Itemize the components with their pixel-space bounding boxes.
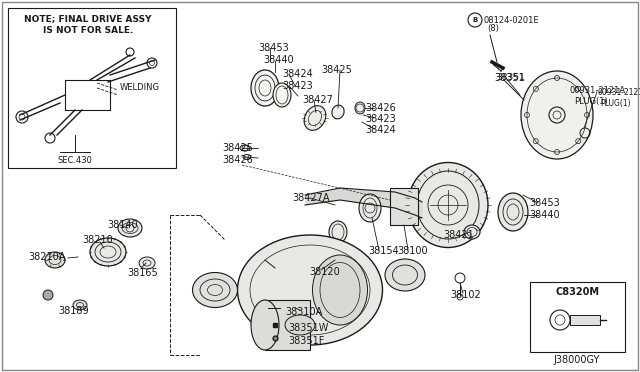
- Text: 38440: 38440: [529, 210, 559, 220]
- Text: 38425: 38425: [222, 143, 253, 153]
- Ellipse shape: [285, 315, 315, 335]
- Bar: [530, 282, 625, 352]
- Text: 38453: 38453: [258, 43, 289, 53]
- Text: 38426: 38426: [222, 155, 253, 165]
- Text: 38154: 38154: [368, 246, 399, 256]
- Bar: [8, 8, 176, 168]
- Text: 38120: 38120: [309, 267, 340, 277]
- Text: 38424: 38424: [365, 125, 396, 135]
- Text: 38351W: 38351W: [288, 323, 328, 333]
- Text: 38425: 38425: [321, 65, 352, 75]
- Ellipse shape: [237, 235, 383, 345]
- Text: 38102: 38102: [450, 290, 481, 300]
- Text: PLUG(1): PLUG(1): [600, 99, 630, 108]
- Text: 38140: 38140: [107, 220, 138, 230]
- Ellipse shape: [332, 105, 344, 119]
- Text: 38165: 38165: [127, 268, 157, 278]
- Text: NOTE; FINAL DRIVE ASSY: NOTE; FINAL DRIVE ASSY: [24, 14, 152, 23]
- Ellipse shape: [45, 252, 65, 268]
- Ellipse shape: [73, 300, 87, 310]
- Ellipse shape: [251, 70, 279, 106]
- Text: 38426: 38426: [365, 103, 396, 113]
- Text: (8): (8): [487, 24, 499, 33]
- Text: 38310A: 38310A: [285, 307, 323, 317]
- Text: 38453: 38453: [529, 198, 560, 208]
- Text: 38351: 38351: [496, 73, 525, 82]
- Text: 38424: 38424: [282, 69, 313, 79]
- Text: 00931-2121A: 00931-2121A: [598, 88, 640, 97]
- Ellipse shape: [355, 102, 365, 114]
- Ellipse shape: [385, 259, 425, 291]
- Text: 38351F: 38351F: [288, 336, 324, 346]
- Text: 38189: 38189: [58, 306, 88, 316]
- Text: 38423: 38423: [365, 114, 396, 124]
- Text: 38421: 38421: [443, 230, 474, 240]
- Bar: [265, 300, 310, 350]
- Text: 08124-0201E: 08124-0201E: [484, 16, 540, 25]
- Ellipse shape: [118, 219, 142, 237]
- Text: SEC.430: SEC.430: [58, 156, 92, 165]
- Text: J38000GY: J38000GY: [554, 355, 600, 365]
- Text: 38423: 38423: [282, 81, 313, 91]
- Text: 38210: 38210: [82, 235, 113, 245]
- Ellipse shape: [193, 273, 237, 308]
- Text: PLUG(1): PLUG(1): [574, 97, 608, 106]
- Ellipse shape: [251, 300, 279, 350]
- Ellipse shape: [498, 193, 528, 231]
- Ellipse shape: [243, 154, 251, 160]
- Ellipse shape: [90, 238, 126, 266]
- Text: WELDING: WELDING: [120, 83, 160, 92]
- Text: 38427A: 38427A: [292, 193, 330, 203]
- Ellipse shape: [329, 221, 347, 243]
- Ellipse shape: [139, 257, 155, 269]
- Bar: [390, 188, 418, 225]
- Text: B: B: [472, 17, 477, 23]
- Ellipse shape: [521, 71, 593, 159]
- Text: 38100: 38100: [397, 246, 428, 256]
- Bar: [570, 315, 600, 325]
- Text: 38351: 38351: [494, 73, 525, 83]
- Ellipse shape: [312, 255, 367, 325]
- Ellipse shape: [464, 225, 480, 239]
- Text: 38427: 38427: [302, 95, 333, 105]
- Ellipse shape: [304, 106, 326, 130]
- Text: 00931-2121A: 00931-2121A: [570, 86, 626, 95]
- Ellipse shape: [359, 194, 381, 222]
- Ellipse shape: [408, 163, 488, 247]
- Circle shape: [43, 290, 53, 300]
- Text: 38440: 38440: [263, 55, 294, 65]
- Text: 38210A: 38210A: [28, 252, 65, 262]
- Ellipse shape: [240, 145, 250, 151]
- Ellipse shape: [273, 83, 291, 107]
- Text: C8320M: C8320M: [555, 287, 599, 297]
- Text: IS NOT FOR SALE.: IS NOT FOR SALE.: [43, 26, 133, 35]
